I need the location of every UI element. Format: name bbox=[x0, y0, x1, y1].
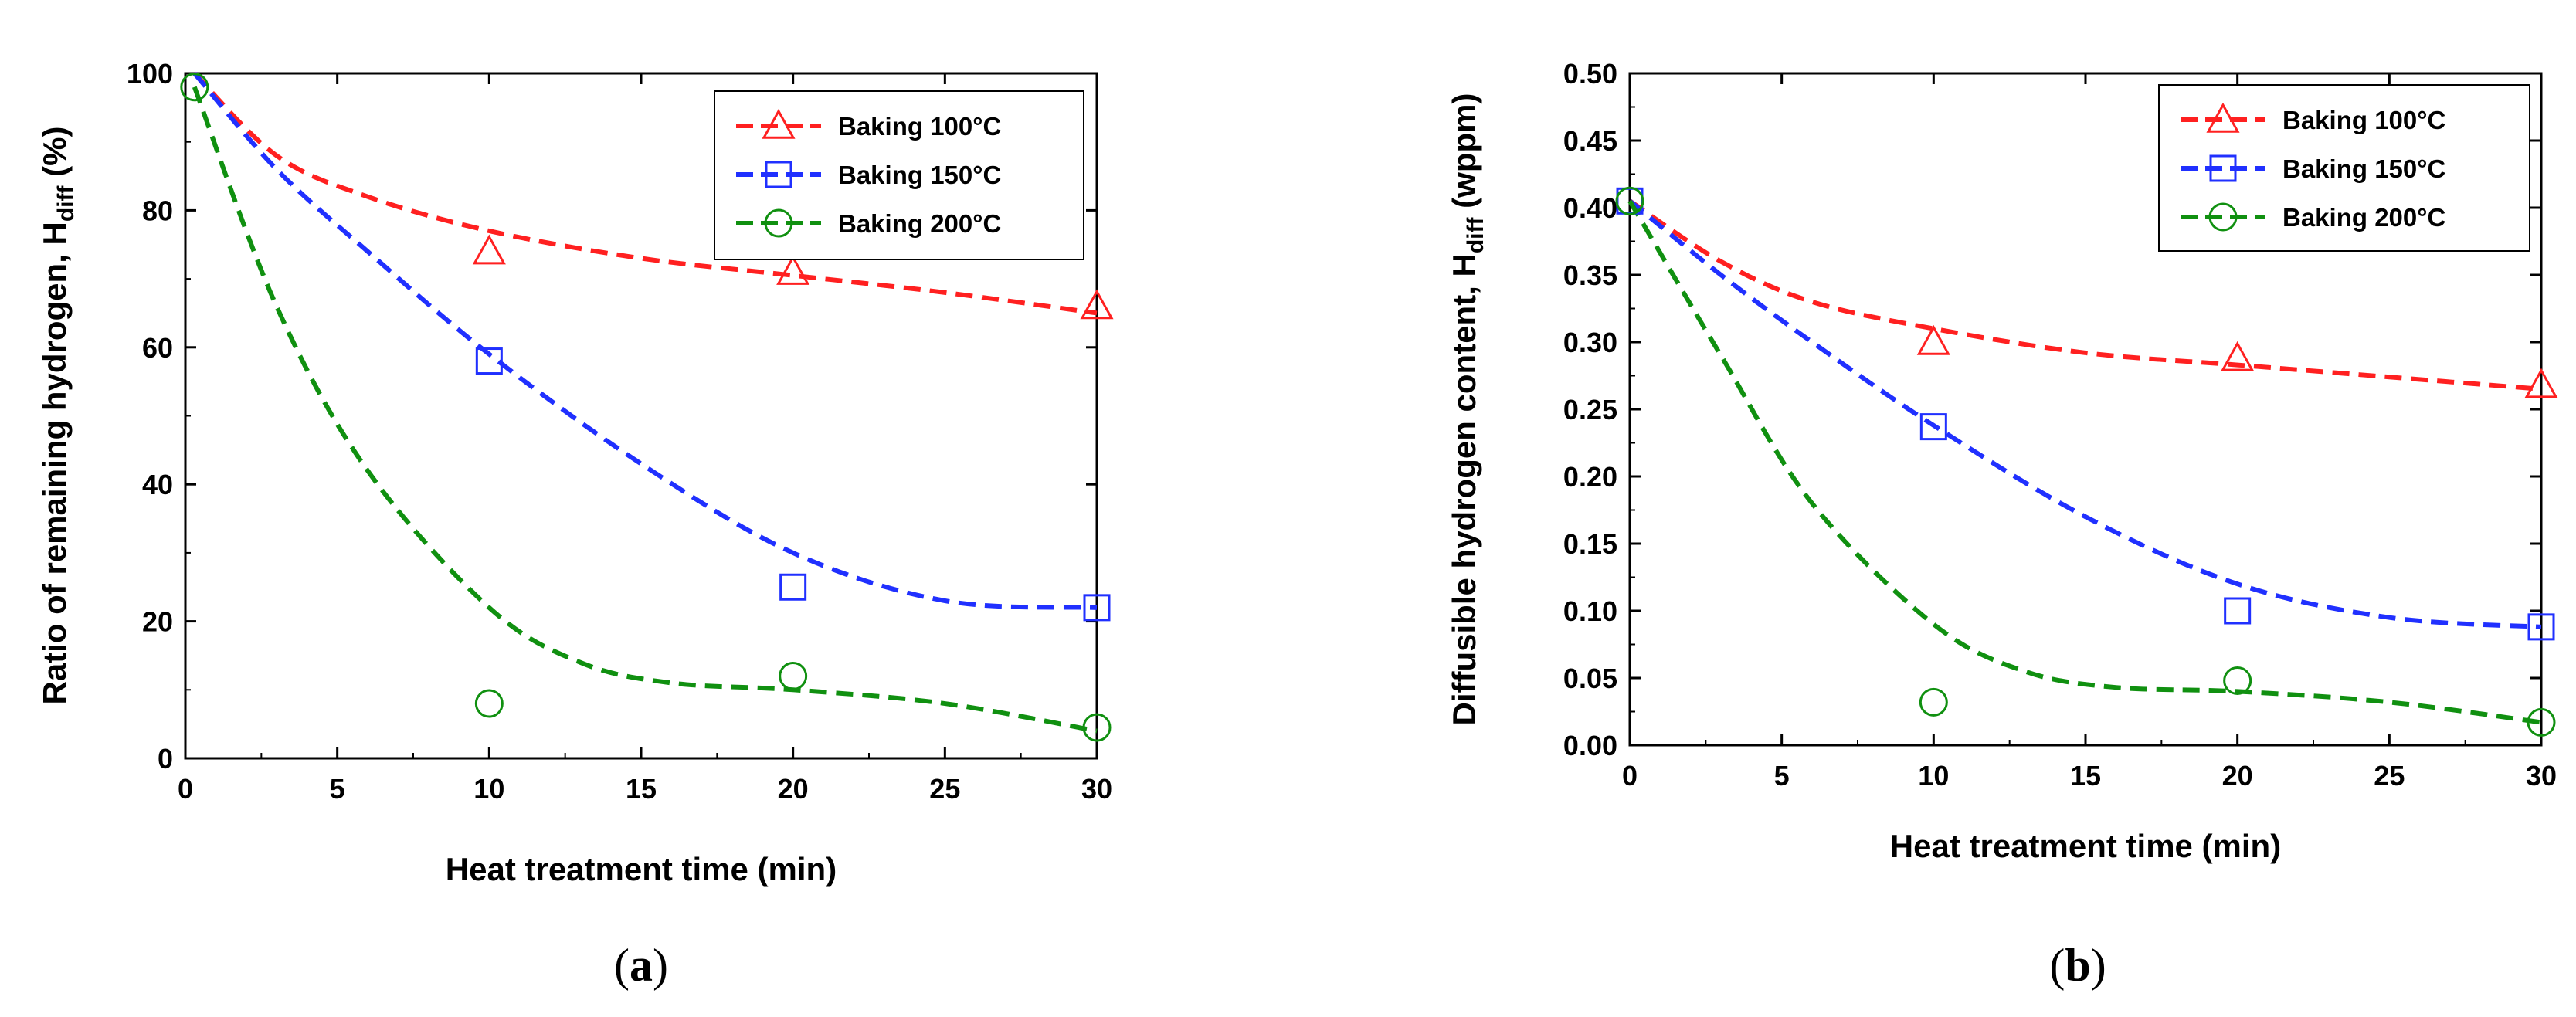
panel-a-point-series-2 bbox=[1083, 594, 1111, 622]
panel-b-caption: (b) bbox=[2049, 940, 2106, 991]
panel-b-y-tick-label: 0.20 bbox=[1563, 461, 1617, 493]
panel-b-point-series-2 bbox=[2527, 613, 2555, 641]
panel-a-y-tick-label: 20 bbox=[142, 606, 173, 638]
panel-a-x-tick-label: 30 bbox=[1081, 773, 1112, 805]
panel-a-point-series-2 bbox=[475, 347, 503, 375]
panel-a-point-series-1 bbox=[472, 234, 506, 265]
panel-a-y-tick-label: 60 bbox=[142, 332, 173, 364]
panel-a-point-series-2 bbox=[779, 573, 807, 601]
panel-b-chart: 0 5 10 15 20 25 30 0.00 0.05 0.10 0.15 0.20 0.25 0.30… bbox=[1446, 58, 2558, 991]
panel-a-y-tick-label: 40 bbox=[142, 469, 173, 500]
panel-b-ticks: 0 5 10 15 20 25 30 0.00 0.05 0.10 0.15 0.20 0.25 0.30… bbox=[1563, 58, 2557, 792]
panel-b-legend: Baking 100°C Baking 150°C Baking 200°C bbox=[2158, 84, 2530, 252]
panel-b-legend-label: Baking 150°C bbox=[2282, 154, 2445, 183]
panel-b-y-tick-label: 0.05 bbox=[1563, 663, 1617, 694]
panel-b-x-tick-label: 0 bbox=[1622, 760, 1638, 792]
panel-a-fit-curve-series-2 bbox=[192, 72, 1098, 610]
panel-b-legend-marker bbox=[2208, 202, 2238, 232]
panel-b-legend-label: Baking 200°C bbox=[2282, 203, 2445, 232]
panel-a-y-axis-label: Ratio of remaining hydrogen, Hdiff (%) bbox=[36, 126, 79, 704]
panel-a-point-series-3 bbox=[779, 662, 808, 691]
panel-b-x-axis-label: Heat treatment time (min) bbox=[1890, 828, 2281, 864]
panel-a-x-tick-label: 0 bbox=[178, 773, 193, 805]
panel-a-y-tick-label: 0 bbox=[158, 743, 173, 775]
panel-b-y-tick-label: 0.30 bbox=[1563, 327, 1617, 358]
panel-a-legend-label: Baking 100°C bbox=[838, 112, 1001, 141]
panel-a-legend-label: Baking 200°C bbox=[838, 209, 1001, 238]
panel-a-y-tick-label: 100 bbox=[127, 58, 173, 90]
panel-a-x-tick-label: 25 bbox=[929, 773, 960, 805]
panel-a-x-tick-label: 5 bbox=[330, 773, 345, 805]
panel-b-point-series-1 bbox=[2524, 368, 2558, 398]
panel-b-point-series-3 bbox=[1615, 186, 1644, 215]
panel-b-x-tick-label: 20 bbox=[2222, 760, 2253, 792]
panel-a-legend-label: Baking 150°C bbox=[838, 161, 1001, 189]
panel-a-x-axis-label: Heat treatment time (min) bbox=[446, 851, 837, 887]
panel-b-x-tick-label: 30 bbox=[2526, 760, 2557, 792]
panel-a-legend-marker bbox=[762, 108, 796, 139]
panel-b-y-tick-label: 0.50 bbox=[1563, 58, 1617, 90]
panel-b-fit-curve-series-3 bbox=[1627, 199, 2542, 725]
panel-b-fit-curves bbox=[1627, 198, 2542, 725]
panel-b-x-tick-label: 5 bbox=[1774, 760, 1790, 792]
panel-b-y-tick-label: 0.35 bbox=[1563, 259, 1617, 291]
panel-a-y-tick-label: 80 bbox=[142, 195, 173, 226]
panel-a-fit-curve-series-1 bbox=[192, 71, 1098, 316]
panel-b-legend-label: Baking 100°C bbox=[2282, 106, 2445, 134]
panel-b-y-tick-label: 0.10 bbox=[1563, 595, 1617, 627]
panel-b-y-tick-label: 0.25 bbox=[1563, 394, 1617, 425]
panel-a-ticks: 0 5 10 15 20 25 30 0 20 40 60 80 100 bbox=[127, 58, 1112, 805]
panel-b-x-tick-label: 10 bbox=[1918, 760, 1949, 792]
panel-b-legend-marker bbox=[2206, 102, 2240, 133]
panel-a-point-series-3 bbox=[474, 689, 504, 718]
panel-b-point-series-3 bbox=[2223, 666, 2252, 695]
panel-b-fit-curve-series-1 bbox=[1628, 198, 2542, 392]
panel-a-point-series-1 bbox=[776, 255, 810, 285]
panel-b-x-tick-label: 25 bbox=[2374, 760, 2405, 792]
panel-a-fit-curves bbox=[192, 71, 1098, 734]
panel-b-y-tick-label: 0.15 bbox=[1563, 528, 1617, 560]
panel-a-legend-marker bbox=[765, 161, 792, 188]
panel-a-point-series-3 bbox=[1082, 713, 1112, 742]
panel-b-data-points bbox=[1615, 186, 2558, 737]
panel-a-legend: Baking 100°C Baking 150°C Baking 200°C bbox=[714, 90, 1084, 260]
panel-b-y-tick-label: 0.00 bbox=[1563, 730, 1617, 761]
panel-a-data-points bbox=[180, 73, 1114, 742]
panel-b-y-axis-label: Diffusible hydrogen content, Hdiff (wppm… bbox=[1446, 93, 1488, 726]
panel-a-point-series-1 bbox=[1080, 289, 1114, 320]
panel-b-point-series-1 bbox=[2221, 341, 2255, 371]
panel-b-x-tick-label: 15 bbox=[2070, 760, 2101, 792]
panel-a-point-series-3 bbox=[180, 73, 209, 102]
panel-b-point-series-1 bbox=[1916, 324, 1950, 355]
panel-a-caption: (a) bbox=[614, 940, 668, 991]
panel-b-fit-curve-series-2 bbox=[1628, 198, 2542, 629]
panel-a-x-tick-label: 15 bbox=[626, 773, 657, 805]
panel-b-point-series-2 bbox=[2224, 597, 2252, 625]
panel-b-point-series-2 bbox=[1919, 413, 1947, 441]
panel-b-legend-marker bbox=[2209, 154, 2237, 182]
panel-b-y-tick-label: 0.45 bbox=[1563, 125, 1617, 157]
panel-a-fit-curve-series-3 bbox=[192, 86, 1098, 734]
panel-a-x-tick-label: 20 bbox=[778, 773, 809, 805]
panel-a-x-tick-label: 10 bbox=[473, 773, 504, 805]
panel-b-point-series-3 bbox=[2527, 707, 2556, 737]
panel-b-point-series-3 bbox=[1919, 687, 1948, 717]
panel-a-legend-marker bbox=[764, 208, 793, 238]
panel-b-y-tick-label: 0.40 bbox=[1563, 192, 1617, 224]
